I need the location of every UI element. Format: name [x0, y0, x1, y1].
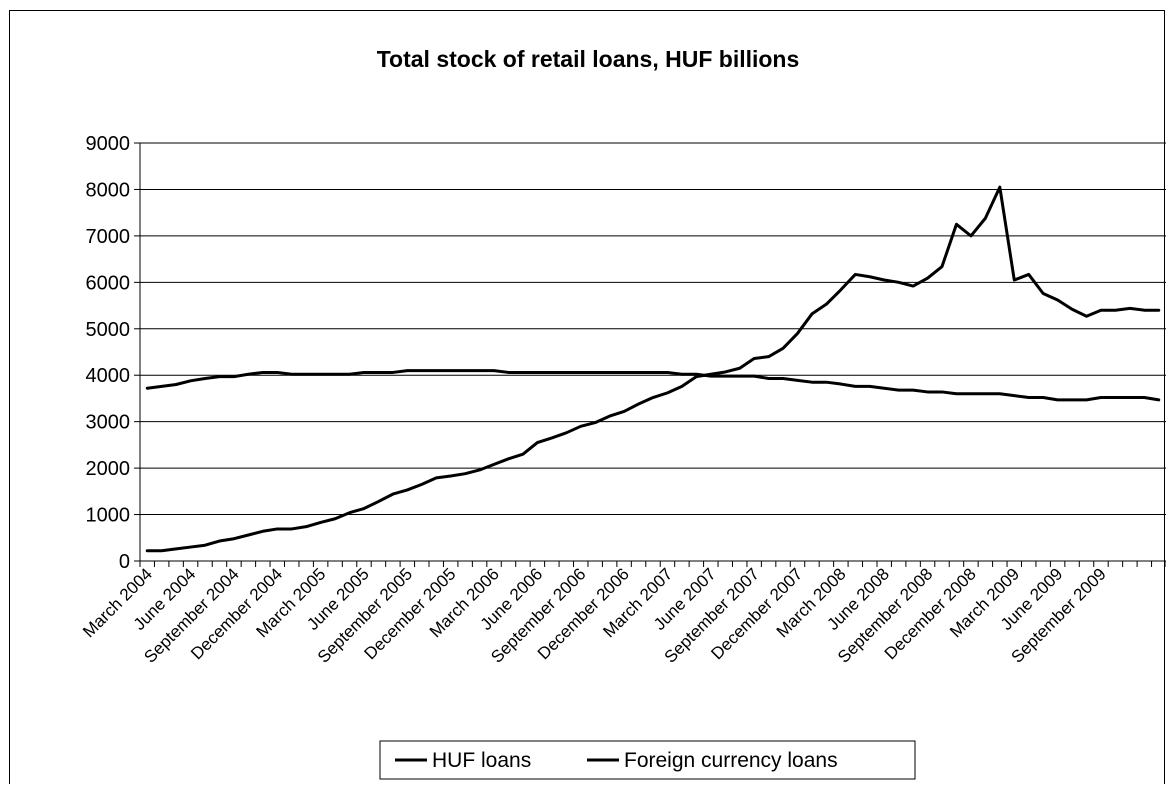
- y-tick-labels: 0 1000 2000 3000 4000 5000 6000 7000 8000 9000: [86, 133, 131, 573]
- series-line-foreign-currency-loans: [145, 185, 1161, 553]
- legend-label-foreign-currency-loans: Foreign currency loans: [624, 749, 838, 772]
- y-tick-label: 4000: [86, 365, 131, 387]
- chart-frame: Total stock of retail loans, HUF billion…: [9, 10, 1166, 784]
- y-tick-label: 1000: [86, 505, 131, 527]
- series-layer: [145, 185, 1161, 553]
- legend: HUF loans Foreign currency loans: [379, 740, 916, 780]
- legend-label-huf-loans: HUF loans: [432, 749, 531, 772]
- y-tick-label: 8000: [86, 179, 131, 201]
- chart-title: Total stock of retail loans, HUF billion…: [377, 46, 800, 72]
- grid-layer: [140, 142, 1166, 516]
- y-tick-label: 3000: [86, 412, 131, 434]
- chart-svg: Total stock of retail loans, HUF billion…: [79, 46, 1166, 780]
- y-tick-label: 2000: [86, 458, 131, 480]
- legend-box: [379, 740, 916, 780]
- y-tick-label: 7000: [86, 226, 131, 248]
- y-tick-label: 5000: [86, 319, 131, 341]
- y-tick-label: 9000: [86, 133, 131, 155]
- axis-layer: [134, 142, 1166, 567]
- y-tick-label: 6000: [86, 272, 131, 294]
- y-tick-label: 0: [119, 551, 130, 573]
- series-line-huf-loans: [145, 369, 1161, 402]
